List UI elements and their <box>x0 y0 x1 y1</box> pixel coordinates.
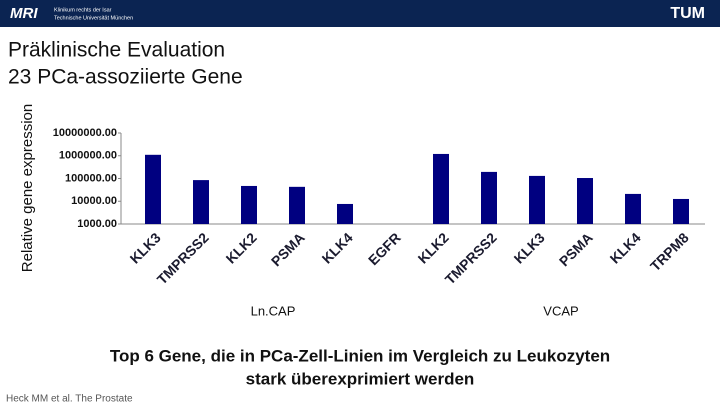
x-tick-label: TMPRSS2 <box>442 229 500 287</box>
x-tick-label: PSMA <box>556 229 596 269</box>
x-tick-label: EGFR <box>365 229 404 268</box>
bar <box>241 185 257 224</box>
institution: Klinikum rechts der Isar <box>54 7 112 13</box>
y-tick-label: 100000.00 <box>65 172 117 184</box>
logo-right: TUM <box>670 5 705 22</box>
y-tick-label: 10000.00 <box>71 195 117 207</box>
bar <box>337 203 353 224</box>
group-label: Ln.CAP <box>251 303 296 318</box>
title: 23 PCa-assoziierte Gene <box>8 66 243 89</box>
y-tick-label: 1000.00 <box>77 218 117 230</box>
logo-left: MRI <box>10 5 38 22</box>
bar <box>577 178 593 224</box>
caption: Top 6 Gene, die in PCa-Zell-Linien im Ve… <box>110 346 610 365</box>
x-tick-label: TMPRSS2 <box>154 229 212 287</box>
header-bar <box>0 0 720 27</box>
bar <box>145 154 161 224</box>
bar <box>529 175 545 224</box>
title: Präklinische Evaluation <box>8 39 225 62</box>
footer: Heck MM et al. The Prostate <box>6 394 133 405</box>
bar <box>625 193 641 224</box>
x-tick-label: KLK4 <box>319 229 356 266</box>
bar <box>289 186 305 224</box>
y-tick-label: 10000000.00 <box>53 127 117 139</box>
bar <box>433 153 449 224</box>
x-tick-label: TRPM8 <box>647 229 692 274</box>
y-axis-label: Relative gene expression <box>19 104 36 272</box>
bar <box>193 180 209 224</box>
bar <box>481 171 497 224</box>
institution: Technische Universität München <box>54 15 133 21</box>
bar <box>673 198 689 224</box>
x-tick-label: KLK2 <box>415 229 452 266</box>
y-tick-label: 1000000.00 <box>59 150 117 162</box>
x-tick-label: PSMA <box>268 229 308 269</box>
caption: stark überexprimiert werden <box>246 369 475 388</box>
x-tick-label: KLK2 <box>223 229 260 266</box>
x-tick-label: KLK3 <box>127 229 164 266</box>
x-tick-label: KLK3 <box>511 229 548 266</box>
group-label: VCAP <box>543 303 578 318</box>
x-tick-label: KLK4 <box>607 229 644 266</box>
